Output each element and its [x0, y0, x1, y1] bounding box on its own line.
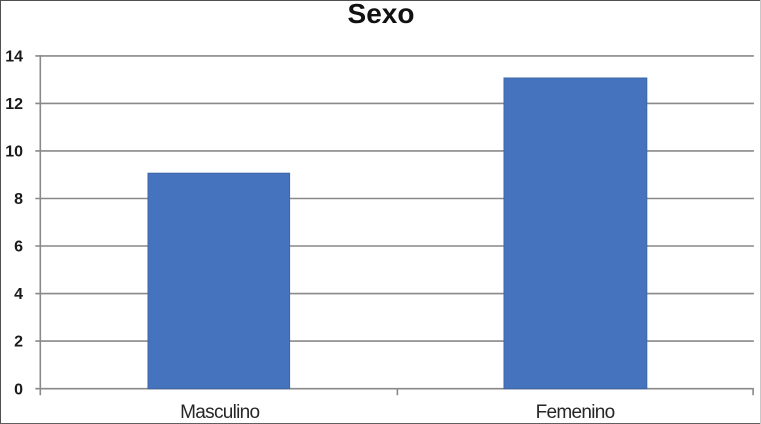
svg-text:0: 0 [14, 381, 23, 398]
svg-text:Sexo: Sexo [348, 0, 415, 29]
svg-text:14: 14 [5, 49, 23, 66]
svg-text:12: 12 [5, 96, 23, 113]
svg-text:2: 2 [14, 334, 23, 351]
svg-text:10: 10 [5, 144, 23, 161]
svg-text:Masculino: Masculino [180, 402, 259, 423]
svg-text:6: 6 [14, 239, 23, 256]
svg-text:8: 8 [14, 191, 23, 208]
svg-text:Femenino: Femenino [536, 402, 615, 423]
svg-text:4: 4 [14, 286, 23, 303]
